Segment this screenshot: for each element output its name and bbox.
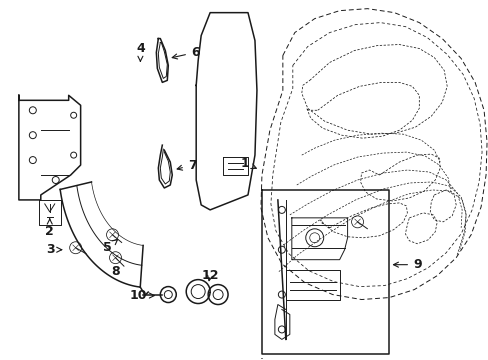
Text: 4: 4 xyxy=(136,42,144,61)
Text: 3: 3 xyxy=(46,243,61,256)
Text: 1: 1 xyxy=(240,157,256,170)
Text: 6: 6 xyxy=(172,46,199,59)
Text: 7: 7 xyxy=(177,158,196,172)
Text: 2: 2 xyxy=(45,219,54,238)
Text: 9: 9 xyxy=(393,258,421,271)
Text: 12: 12 xyxy=(201,269,219,282)
Text: 10: 10 xyxy=(129,289,154,302)
Text: 8: 8 xyxy=(111,265,120,278)
Text: 11: 11 xyxy=(0,359,1,360)
Text: 5: 5 xyxy=(103,239,117,254)
